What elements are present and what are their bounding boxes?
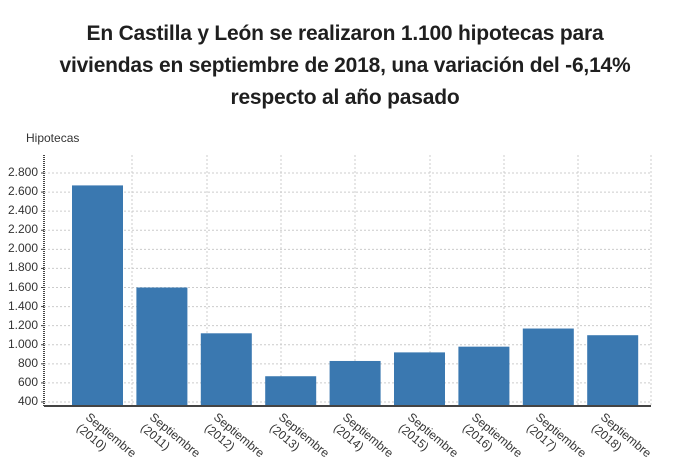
y-tick-label: 400 xyxy=(17,394,38,408)
bar-2013 xyxy=(265,376,317,406)
title-line-2: viviendas en septiembre de 2018, una var… xyxy=(59,54,631,77)
title-line-1: En Castilla y León se realizaron 1.100 h… xyxy=(86,22,604,45)
y-tick-label: 1.400 xyxy=(7,298,38,313)
bar-2010 xyxy=(72,185,123,406)
y-tick-label: 2.800 xyxy=(7,165,38,179)
bar-2018 xyxy=(587,335,639,406)
y-tick-label: 1.000 xyxy=(7,336,38,351)
title-line-3: respecto al año pasado xyxy=(230,86,460,109)
bar-2011 xyxy=(136,287,188,406)
bar-2017 xyxy=(522,328,574,406)
y-tick-label: 2.200 xyxy=(7,222,38,237)
y-tick-label: 2.400 xyxy=(7,203,38,218)
bar-2015 xyxy=(394,352,445,406)
bar-2014 xyxy=(329,360,381,406)
chart-title: En Castilla y León se realizaron 1.100 h… xyxy=(0,18,690,114)
bar-2012 xyxy=(200,333,252,406)
y-tick-label: 2.000 xyxy=(7,241,38,256)
y-tick-label: 2.600 xyxy=(7,184,38,199)
bar-2016 xyxy=(458,346,510,406)
y-tick-label: 1.800 xyxy=(7,260,38,275)
y-tick-label: 800 xyxy=(17,355,38,370)
y-tick-label: 1.600 xyxy=(7,279,38,294)
y-axis-label: Hipotecas xyxy=(26,131,80,145)
y-tick-label: 1.200 xyxy=(7,317,38,332)
y-tick-label: 600 xyxy=(17,374,38,389)
